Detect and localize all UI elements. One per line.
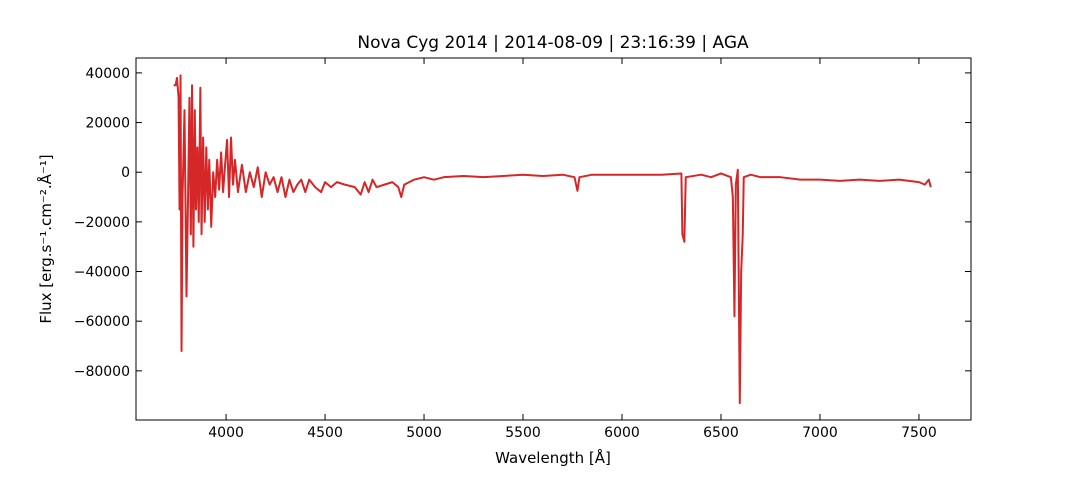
x-tick-label: 4500 [307,425,343,441]
plot-frame [135,57,972,421]
chart-title: Nova Cyg 2014 | 2014-08-09 | 23:16:39 | … [357,33,749,53]
y-tick-label: −80000 [74,364,130,380]
spectrum-line [173,74,932,405]
x-tick-label: 6000 [604,425,640,441]
x-tick-label: 4000 [208,425,244,441]
x-axis-label: Wavelength [Å] [495,448,611,467]
x-tick-label: 5500 [505,425,541,441]
y-tick-label: 20000 [85,116,130,132]
y-tick-label: −40000 [74,265,130,281]
x-tick-label: 7500 [901,425,937,441]
y-tick-label: −60000 [74,314,130,330]
y-tick-label: 0 [121,165,130,181]
x-tick-label: 7000 [802,425,838,441]
x-tick-label: 6500 [703,425,739,441]
x-tick-label: 5000 [406,425,442,441]
y-axis-label: Flux [erg.s⁻¹.cm⁻².Å⁻¹] [36,154,55,323]
y-tick-label: 40000 [85,66,130,82]
y-tick-label: −20000 [74,215,130,231]
